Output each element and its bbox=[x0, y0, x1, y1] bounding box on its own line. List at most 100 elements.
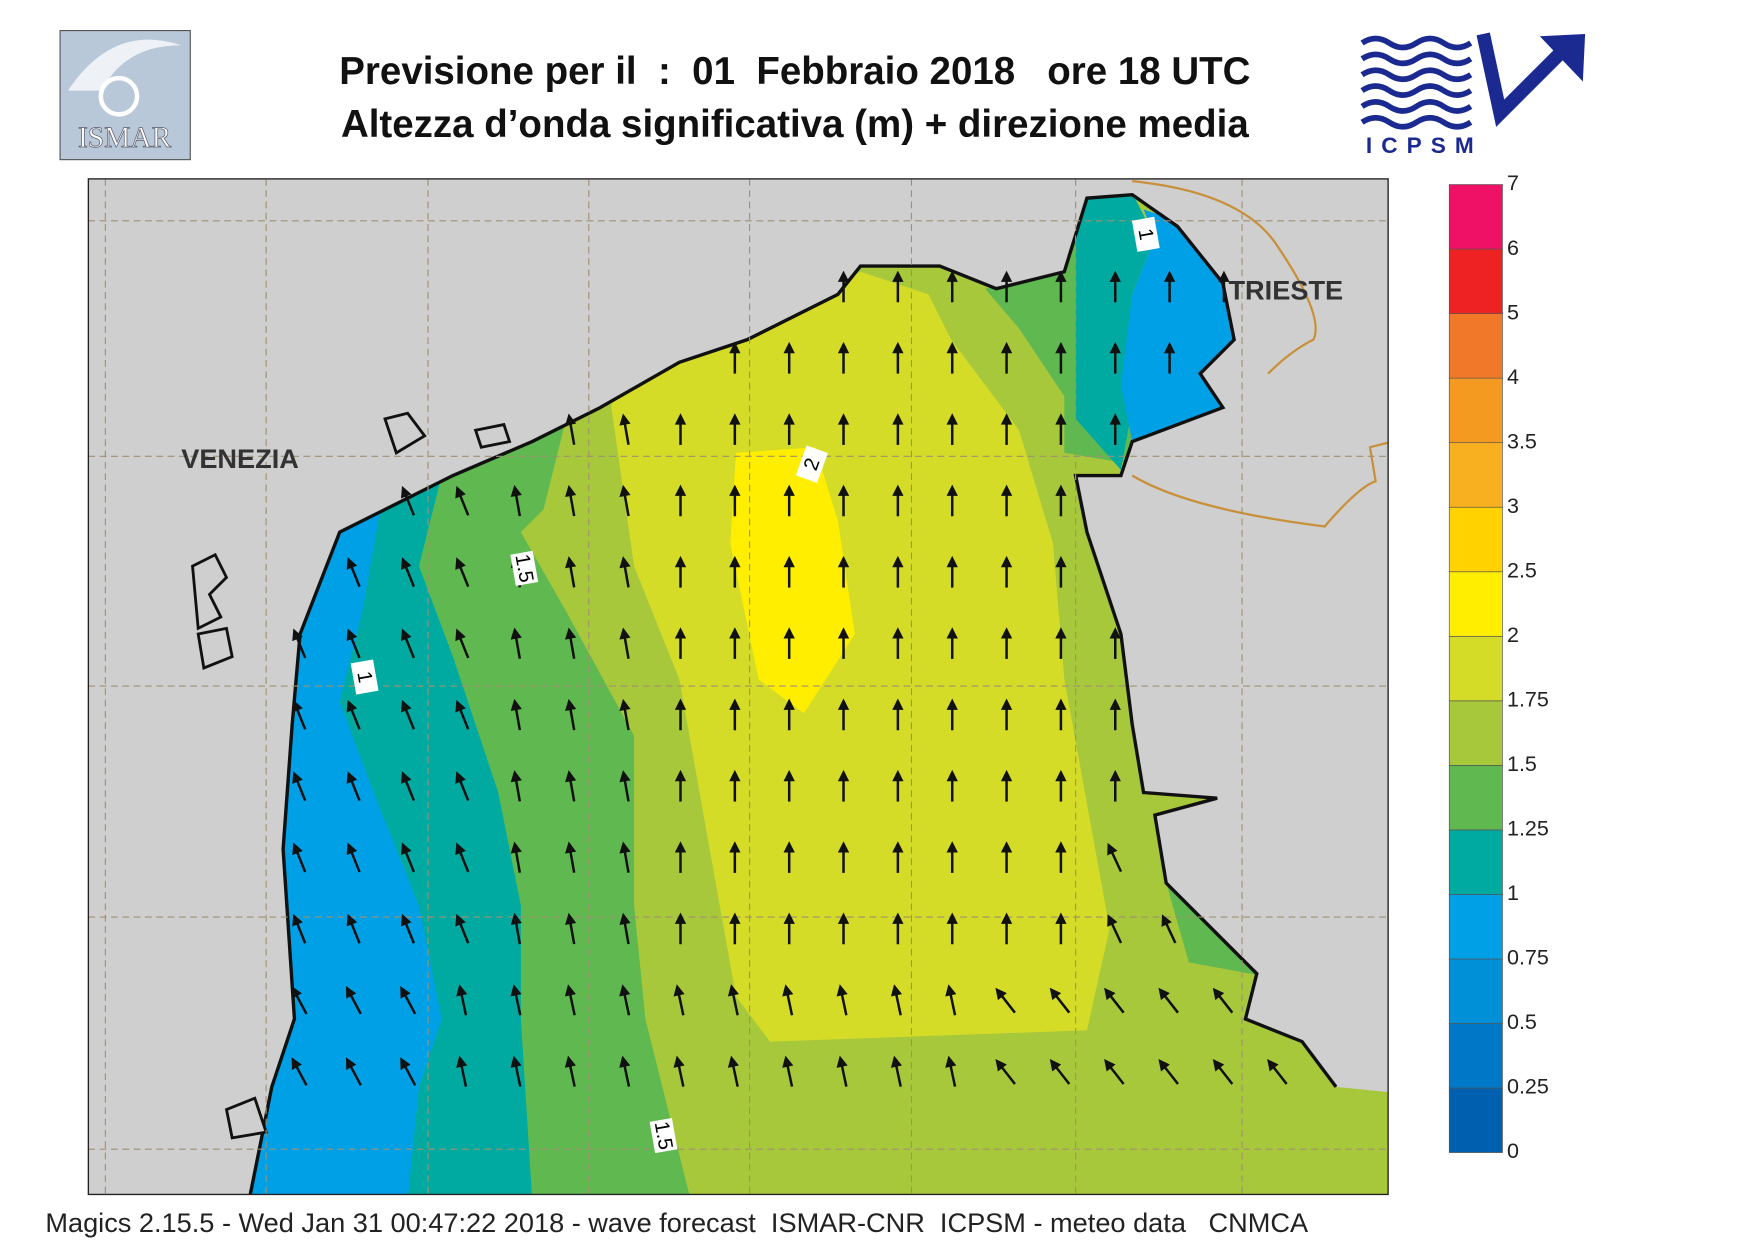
wave-arrow bbox=[729, 341, 741, 374]
arrow-head bbox=[674, 484, 687, 496]
arrow-head bbox=[400, 842, 412, 856]
wave-arrow bbox=[890, 1055, 903, 1087]
wave-arrow bbox=[729, 413, 741, 445]
arrow-head bbox=[345, 985, 357, 999]
wave-band bbox=[1166, 883, 1263, 976]
wave-arrow bbox=[1158, 1059, 1179, 1085]
arrow-head bbox=[946, 912, 958, 924]
arrow-head bbox=[945, 1055, 957, 1068]
contour-label-box: 2 bbox=[795, 445, 828, 483]
arrow-head bbox=[619, 627, 631, 640]
wave-arrow bbox=[455, 771, 470, 802]
arrow-head bbox=[783, 555, 795, 568]
wave-arrow bbox=[729, 555, 741, 588]
wave-arrow bbox=[783, 841, 795, 873]
arrow-head bbox=[673, 1055, 685, 1068]
arrow-head bbox=[400, 985, 411, 999]
wave-arrow bbox=[729, 769, 741, 802]
arrow-head bbox=[1055, 698, 1067, 710]
wave-arrow bbox=[783, 627, 795, 659]
arrow-head bbox=[783, 484, 795, 496]
wave-arrow bbox=[1055, 413, 1067, 445]
arrow-head bbox=[455, 557, 466, 570]
colorbar-tick-label: 1.75 bbox=[1507, 688, 1549, 712]
arrow-head bbox=[783, 413, 795, 425]
wave-arrow bbox=[1000, 698, 1013, 731]
wave-arrow bbox=[619, 770, 631, 802]
arrow-head bbox=[674, 698, 687, 710]
wave-arrow bbox=[1267, 1059, 1288, 1085]
wave-arrow bbox=[945, 1055, 957, 1087]
wave-arrow bbox=[674, 912, 687, 945]
wave-arrow bbox=[1000, 484, 1013, 517]
wave-arrow bbox=[1000, 912, 1013, 945]
wave-arrow bbox=[946, 912, 958, 945]
arrow-head bbox=[1000, 270, 1013, 282]
arrow-head bbox=[836, 984, 848, 997]
wave-arrow bbox=[1000, 270, 1013, 303]
arrow-head bbox=[1163, 341, 1176, 354]
colorbar-band bbox=[1448, 894, 1503, 960]
arrow-head bbox=[837, 841, 850, 853]
wave-arrow bbox=[1049, 1059, 1071, 1085]
colorbar-tick-label: 4 bbox=[1507, 365, 1519, 389]
arrow-head bbox=[400, 771, 412, 784]
arrow-head bbox=[1000, 484, 1013, 496]
colorbar-band bbox=[1448, 506, 1503, 573]
wave-arrow bbox=[292, 913, 307, 944]
arrow-head bbox=[292, 913, 303, 927]
colorbar-band bbox=[1448, 1023, 1503, 1089]
arrow-head bbox=[619, 984, 631, 997]
arrow-head bbox=[729, 555, 741, 568]
arrow-head bbox=[892, 270, 904, 282]
coastline bbox=[248, 192, 1338, 1195]
wave-arrow bbox=[946, 698, 958, 731]
colorbar-tick-label: 1.25 bbox=[1507, 817, 1549, 841]
arrow-head bbox=[892, 769, 904, 782]
arrow-head bbox=[565, 912, 577, 925]
contour-label-box: 1 bbox=[1131, 216, 1160, 252]
wave-arrow bbox=[946, 270, 958, 303]
wave-arrow bbox=[1055, 555, 1067, 588]
arrow-head bbox=[1109, 627, 1121, 639]
wave-arrow bbox=[783, 912, 795, 945]
wave-arrow bbox=[1109, 769, 1121, 802]
wave-arrow bbox=[564, 1055, 576, 1087]
wave-arrow bbox=[510, 1055, 522, 1087]
arrow-head bbox=[1055, 270, 1067, 282]
map-frame bbox=[87, 178, 1389, 1196]
colorbar-tick-label: 0.5 bbox=[1507, 1010, 1537, 1034]
arrow-head bbox=[510, 770, 522, 783]
wave-arrow bbox=[674, 769, 687, 802]
arrow-head bbox=[1055, 413, 1067, 425]
wave-arrow bbox=[1109, 698, 1121, 731]
arrow-head bbox=[1109, 270, 1121, 282]
arrow-head bbox=[1000, 698, 1013, 710]
wave-arrow bbox=[995, 1059, 1016, 1085]
wave-arrow bbox=[783, 413, 795, 445]
wave-arrow bbox=[510, 698, 522, 731]
arrow-head bbox=[727, 1055, 739, 1068]
wave-arrow bbox=[946, 769, 958, 802]
arrow-head bbox=[291, 985, 302, 999]
footer: Magics 2.15.5 - Wed Jan 31 00:47:22 2018… bbox=[45, 1207, 1309, 1238]
arrow-head bbox=[291, 1057, 302, 1070]
wave-arrow bbox=[1104, 987, 1125, 1014]
wave-arrow bbox=[619, 627, 631, 659]
arrow-head bbox=[837, 627, 850, 639]
wave-arrow bbox=[837, 484, 850, 517]
wave-arrow bbox=[729, 841, 741, 873]
border bbox=[1131, 180, 1389, 528]
arrow-head bbox=[890, 1055, 903, 1068]
wave-arrow bbox=[456, 984, 468, 1016]
wave-arrow bbox=[292, 699, 307, 730]
arrow-head bbox=[729, 769, 741, 782]
arrow-head bbox=[346, 913, 358, 927]
arrow-head bbox=[729, 341, 741, 354]
wave-arrow bbox=[1000, 769, 1013, 802]
arrow-head bbox=[510, 912, 522, 925]
arrow-head bbox=[892, 555, 904, 568]
wave-arrow bbox=[510, 984, 522, 1016]
colorbar-tick-label: 0.75 bbox=[1507, 946, 1549, 970]
colorbar-band bbox=[1448, 571, 1503, 637]
